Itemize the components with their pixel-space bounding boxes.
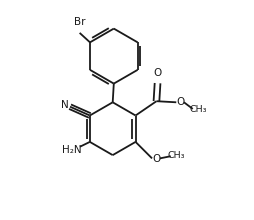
Text: CH₃: CH₃ xyxy=(189,105,207,114)
Text: Br: Br xyxy=(74,17,86,27)
Text: O: O xyxy=(152,154,160,164)
Text: O: O xyxy=(176,97,184,107)
Text: O: O xyxy=(153,68,162,78)
Text: N: N xyxy=(61,100,69,110)
Text: CH₃: CH₃ xyxy=(168,151,185,160)
Text: H₂N: H₂N xyxy=(62,145,82,155)
